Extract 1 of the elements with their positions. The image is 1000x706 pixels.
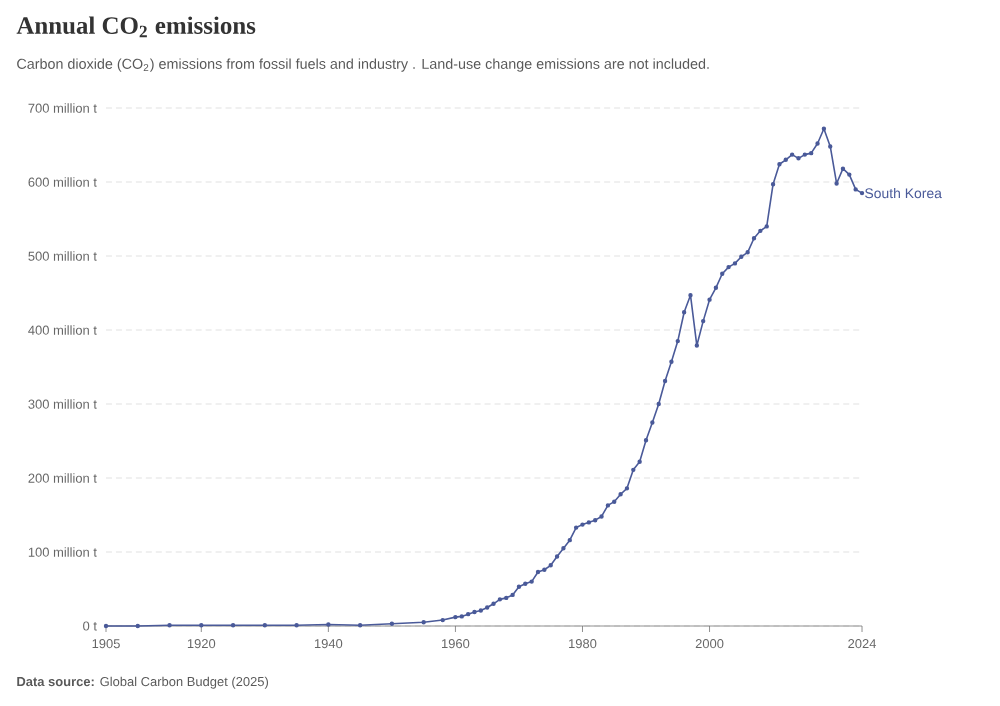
chart-title: Annual CO$_{2}$ emissions [16,16,256,38]
